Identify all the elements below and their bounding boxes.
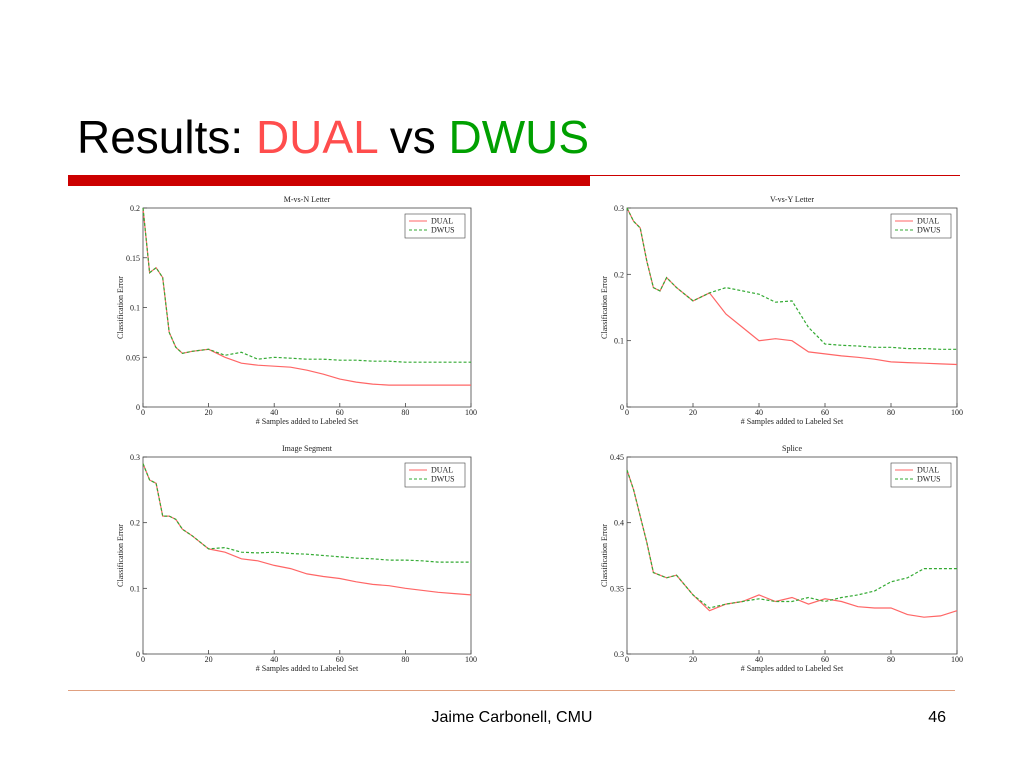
y-tick-label: 0: [136, 650, 140, 659]
x-tick-label: 100: [951, 408, 963, 417]
legend-label: DWUS: [431, 475, 455, 484]
x-tick-label: 20: [205, 408, 213, 417]
title-text: Results:: [77, 111, 243, 163]
plot-frame: [626, 456, 958, 655]
x-tick-label: 100: [951, 655, 963, 664]
page-number: 46: [928, 709, 946, 726]
chart-title: Splice: [782, 444, 802, 453]
chart-title: Image Segment: [282, 444, 333, 453]
y-tick-label: 0.3: [614, 650, 624, 659]
y-tick-label: 0: [620, 403, 624, 412]
x-tick-label: 60: [336, 408, 344, 417]
x-tick-label: 0: [625, 408, 629, 417]
legend-label: DWUS: [917, 226, 941, 235]
legend-box: [404, 462, 466, 488]
y-tick-label: 0.1: [130, 304, 140, 313]
legend-label: DUAL: [431, 217, 453, 226]
legend-label: DUAL: [917, 466, 939, 475]
footer-text: Jaime Carbonell, CMU: [432, 709, 593, 726]
x-tick-label: 20: [205, 655, 213, 664]
y-tick-label: 0: [136, 403, 140, 412]
x-tick-label: 20: [689, 655, 697, 664]
y-tick-label: 0.3: [130, 453, 140, 462]
plot-frame: [626, 207, 958, 408]
title-dual: DUAL: [256, 111, 378, 163]
x-tick-label: 40: [270, 655, 278, 664]
series-line: [626, 469, 957, 609]
chart-title: M-vs-N Letter: [284, 195, 331, 204]
x-tick-label: 60: [336, 655, 344, 664]
x-axis-label: # Samples added to Labeled Set: [741, 664, 844, 673]
series-line: [142, 207, 471, 363]
slide-title: Results: DUAL vs DWUS: [77, 111, 589, 163]
y-tick-label: 0.2: [130, 204, 140, 213]
y-tick-label: 0.2: [130, 519, 140, 528]
y-axis-label: Classification Error: [600, 524, 609, 587]
chart-title: V-vs-Y Letter: [770, 195, 814, 204]
legend-box: [890, 462, 952, 488]
legend-box: [404, 213, 466, 239]
x-tick-label: 80: [887, 408, 895, 417]
x-tick-label: 20: [689, 408, 697, 417]
title-vs: vs: [390, 111, 436, 163]
x-tick-label: 60: [821, 655, 829, 664]
legend-label: DWUS: [917, 475, 941, 484]
x-tick-label: 0: [141, 408, 145, 417]
legend-label: DWUS: [431, 226, 455, 235]
y-tick-label: 0.4: [614, 519, 624, 528]
x-axis-label: # Samples added to Labeled Set: [741, 417, 844, 426]
x-tick-label: 100: [465, 655, 477, 664]
series-line: [142, 463, 472, 596]
x-tick-label: 100: [465, 408, 477, 417]
x-axis-label: # Samples added to Labeled Set: [256, 664, 359, 673]
y-tick-label: 0.3: [614, 204, 624, 213]
x-tick-label: 0: [141, 655, 145, 664]
title-bar: [68, 175, 590, 186]
x-tick-label: 60: [821, 408, 829, 417]
title-dwus: DWUS: [449, 111, 590, 163]
x-tick-label: 80: [401, 408, 409, 417]
plot-frame: [142, 456, 472, 655]
y-tick-label: 0.1: [614, 337, 624, 346]
x-tick-label: 40: [755, 408, 763, 417]
legend-box: [890, 213, 952, 239]
y-axis-label: Classification Error: [116, 524, 125, 587]
x-tick-label: 80: [887, 655, 895, 664]
series-line: [626, 207, 957, 350]
y-tick-label: 0.15: [126, 254, 140, 263]
y-axis-label: Classification Error: [116, 276, 125, 339]
x-axis-label: # Samples added to Labeled Set: [256, 417, 359, 426]
x-tick-label: 40: [755, 655, 763, 664]
y-axis-label: Classification Error: [600, 276, 609, 339]
y-tick-label: 0.1: [130, 584, 140, 593]
y-tick-label: 0.2: [614, 270, 624, 279]
y-tick-label: 0.45: [610, 453, 624, 462]
series-line: [626, 469, 958, 618]
legend-label: DUAL: [917, 217, 939, 226]
x-tick-label: 80: [401, 655, 409, 664]
legend-label: DUAL: [431, 466, 453, 475]
x-tick-label: 40: [270, 408, 278, 417]
y-tick-label: 0.05: [126, 353, 140, 362]
x-tick-label: 0: [625, 655, 629, 664]
y-tick-label: 0.35: [610, 584, 624, 593]
